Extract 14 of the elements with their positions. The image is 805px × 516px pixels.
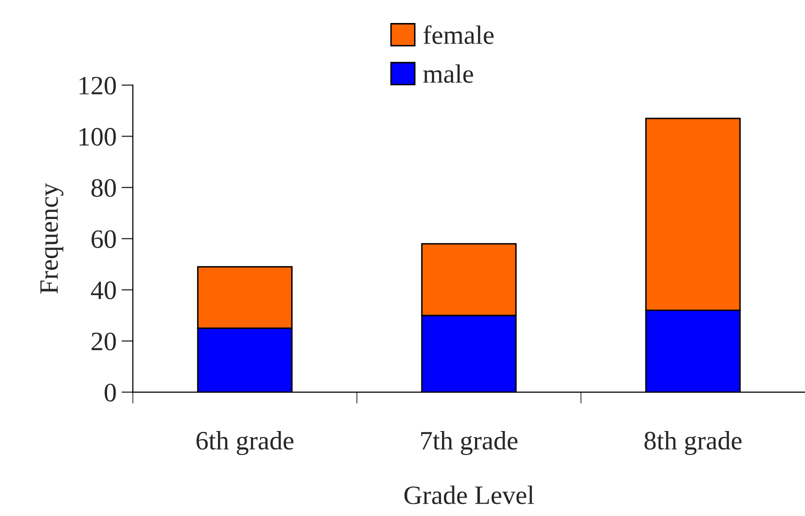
y-tick-label: 40: [90, 281, 116, 300]
x-tick-label: 7th grade: [421, 431, 518, 456]
y-tick-label: 0: [104, 384, 116, 402]
y-tick-label: 80: [91, 179, 116, 197]
x-tick-label: 8th grade: [644, 431, 742, 456]
legend-label: female: [424, 25, 494, 44]
y-tick-label: 100: [80, 128, 116, 146]
y-tick-label: 60: [92, 230, 116, 248]
y-tick-label: 20: [92, 332, 116, 350]
x-tick-label: 6th grade: [196, 431, 294, 456]
y-axis-title: Frequency: [40, 183, 64, 294]
x-axis-title: Grade Level: [404, 486, 534, 504]
y-tick-label: 120: [80, 76, 116, 95]
legend-label: male: [423, 64, 474, 83]
